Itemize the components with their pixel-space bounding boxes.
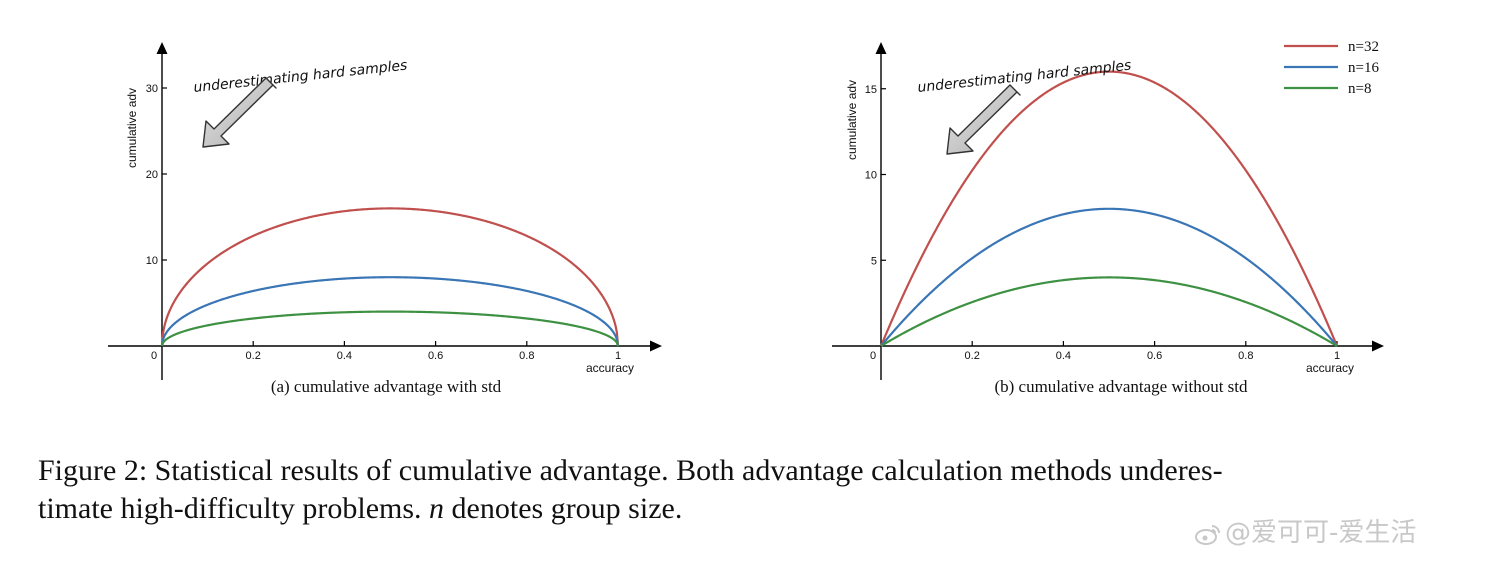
y-axis-label-b: cumulative adv [845,80,859,160]
ticks-a: 0 0.2 0.4 0.6 0.8 1 10 20 30 [146,83,621,362]
x-tick-label-a-1: 0.2 [246,350,261,362]
legend-label-n=8: n=8 [1348,81,1371,97]
x-tick-label-b-2: 0.4 [1056,350,1071,362]
x-axis-label-a: accuracy [586,361,634,375]
annotation-arrow-a [202,77,277,148]
watermark-text: @爱可可-爱生活 [1225,518,1417,548]
series-line-a-n=32 [160,207,620,347]
y-axis-label-a: cumulative adv [125,88,139,168]
annotation-b: underestimating hard samples [917,58,1132,96]
x-tick-label-a-3: 0.6 [428,350,443,362]
series-line-b-n=16 [880,207,1338,347]
annotation-arrow-b [946,84,1021,155]
x-axis-arrowhead-a [650,340,662,352]
y-axis-arrowhead-a [156,42,168,54]
caption-math-n: n [429,492,445,525]
y-tick-label-a-0: 10 [146,255,158,267]
legend-label-n=32: n=32 [1348,39,1379,55]
annotation-a: underestimating hard samples [193,58,408,96]
x-tick-label-b-1: 0.2 [965,350,980,362]
weibo-icon [1195,524,1220,545]
chart-a: 0 0.2 0.4 0.6 0.8 1 10 20 30 accuracy cumulative… [108,42,662,396]
figure-caption: Figure 2: Statistical results of cumulat… [38,452,1478,528]
y-tick-label-b-0: 5 [871,255,877,267]
x-tick-label-b-4: 0.8 [1238,350,1253,362]
caption-part-1: Figure 2: Statistical results of cumulat… [38,454,1223,487]
caption-part-3: denotes group size. [444,492,683,525]
y-tick-label-a-2: 30 [146,83,158,95]
x-tick-label-b-3: 0.6 [1147,350,1162,362]
caption-part-2: timate high-difficulty problems. [38,492,430,525]
x-tick-label-a-5: 1 [615,350,621,362]
series-group-a [160,207,620,347]
series-line-a-n=16 [160,276,620,347]
legend-label-n=16: n=16 [1348,60,1379,76]
x-axis-label-b: accuracy [1306,361,1354,375]
subcaption-a: (a) cumulative advantage with std [271,377,502,396]
y-tick-label-b-1: 10 [865,170,877,182]
x-axis-arrowhead-b [1372,340,1384,352]
x-tick-label-a-4: 0.8 [519,350,534,362]
series-line-a-n=8 [160,310,620,347]
legend: n=32 n=16 n=8 [1284,39,1379,97]
series-group-b [879,70,1339,347]
y-tick-label-b-2: 15 [865,84,877,96]
x-tick-label-b-5: 1 [1334,350,1340,362]
series-line-b-n=8 [880,276,1338,347]
watermark: @爱可可-爱生活 [1195,512,1416,549]
subcaption-b: (b) cumulative advantage without std [994,377,1248,396]
y-axis-arrowhead-b [875,42,887,54]
x-tick-label-a-2: 0.4 [337,350,352,362]
series-line-b-n=32 [879,70,1339,347]
x-tick-label-a-0: 0 [151,350,157,362]
y-tick-label-a-1: 20 [146,169,158,181]
x-tick-label-b-0: 0 [870,350,876,362]
